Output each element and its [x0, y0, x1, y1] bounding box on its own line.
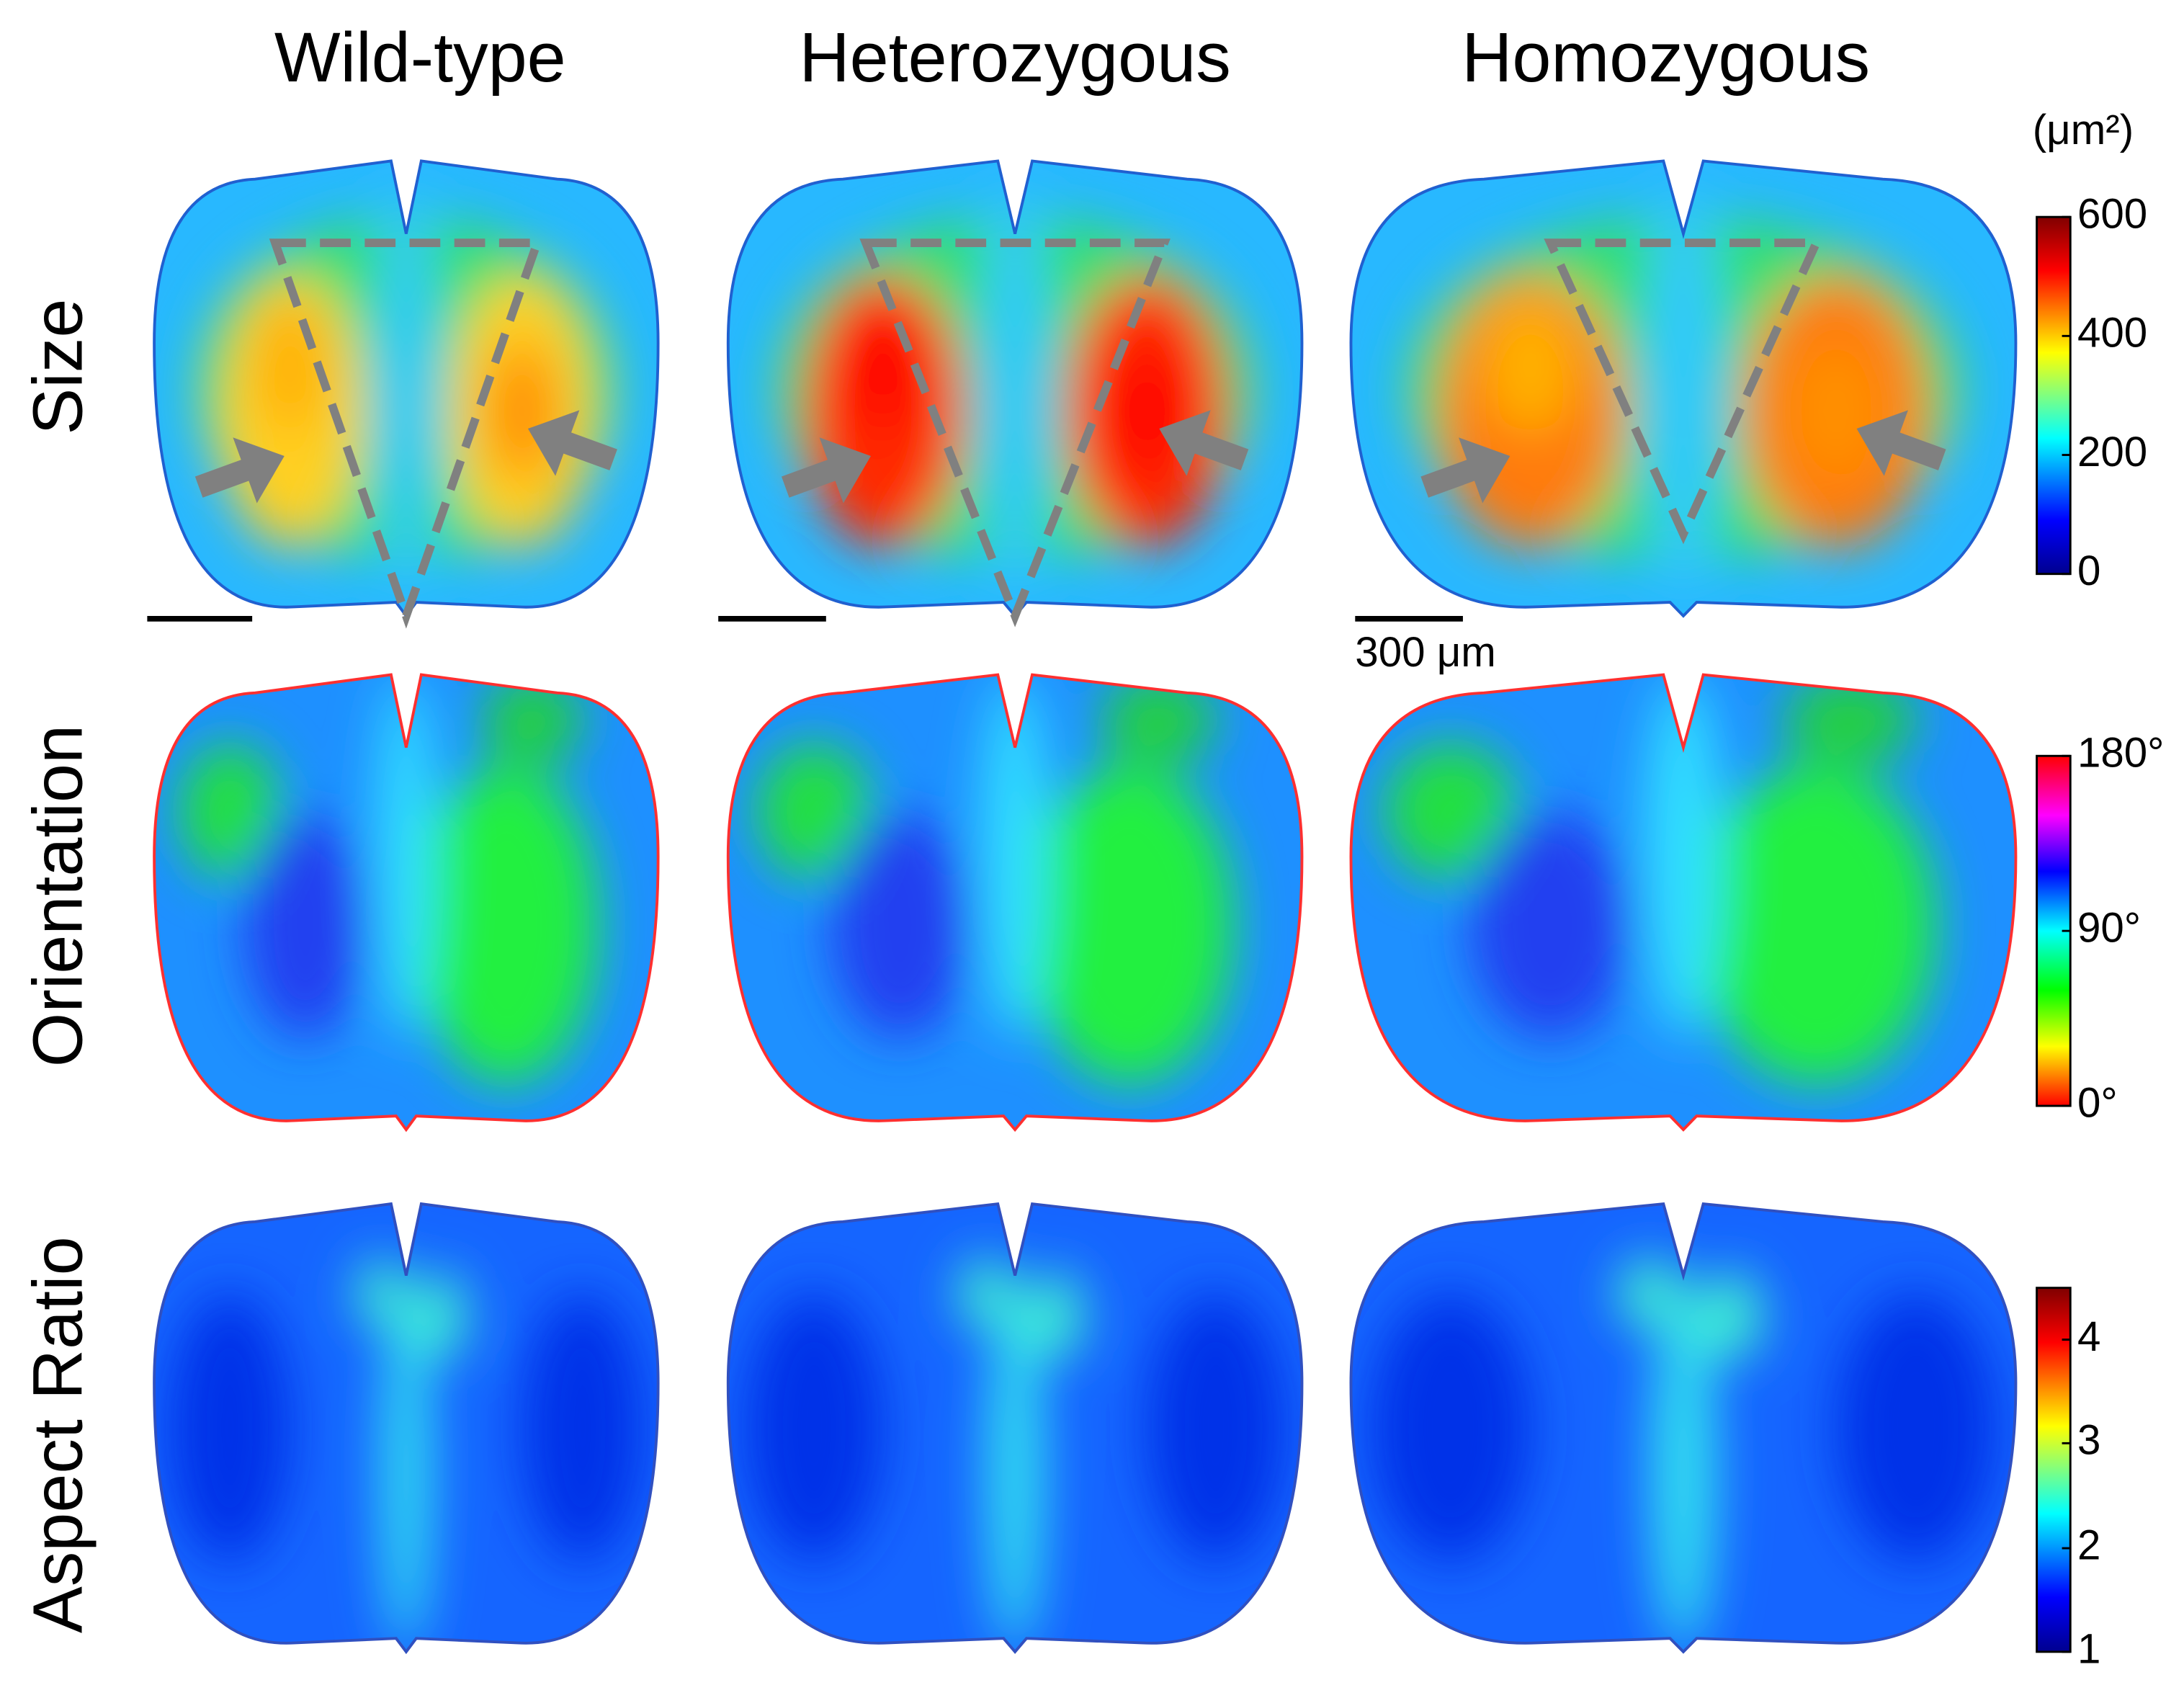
blob — [980, 184, 1050, 594]
colorbar-tick-label: 180° — [2077, 730, 2165, 777]
blob — [355, 1257, 406, 1330]
blob — [1371, 1293, 1531, 1563]
colorbar-tick-label: 400 — [2077, 310, 2147, 357]
heatmap-panel — [728, 1204, 1302, 1652]
blobs — [756, 674, 1233, 1084]
row-label: Size — [18, 299, 97, 435]
heatmap-panel — [728, 161, 1302, 616]
column-header: Heterozygous — [799, 18, 1230, 97]
dashed-triangle — [859, 238, 1171, 627]
blob — [1106, 343, 1188, 480]
blobs — [1371, 1257, 1996, 1652]
dashed-triangle — [1544, 238, 1823, 545]
column-header: Homozygous — [1462, 18, 1870, 97]
panel-outline — [1349, 159, 2018, 618]
colorbar-tick-label: 2 — [2077, 1522, 2100, 1568]
blob — [169, 1293, 290, 1563]
blob — [179, 743, 280, 880]
panel-outline — [726, 1202, 1304, 1654]
heatmap-panel — [1351, 1204, 2016, 1652]
heatmap-panel — [1351, 161, 2016, 616]
arrow — [527, 410, 617, 476]
column-header: Wild-type — [274, 18, 566, 97]
colorbar-tick-label: 4 — [2077, 1313, 2100, 1360]
blob — [980, 674, 1050, 1039]
panel-outline — [153, 673, 660, 1132]
blob — [1696, 1271, 1763, 1361]
colorbar — [2036, 215, 2072, 576]
colorbar-tick-label: 0 — [2077, 548, 2100, 594]
blob — [1147, 1293, 1285, 1563]
panel-outline — [153, 159, 660, 619]
blob — [1026, 1271, 1084, 1361]
panel-outline — [153, 1202, 660, 1655]
blob — [1470, 811, 1631, 1039]
blob — [756, 743, 872, 880]
blobs — [1404, 184, 1963, 594]
blob — [416, 1271, 467, 1361]
row-label: Orientation — [18, 725, 97, 1067]
blobs — [1384, 674, 1936, 1084]
arrow — [1856, 410, 1946, 476]
blob — [957, 1257, 1016, 1330]
row-label: Aspect Ratio — [18, 1236, 97, 1633]
blob — [1484, 297, 1577, 434]
blob — [1789, 343, 1883, 480]
colorbar-unit: (μm²) — [2033, 107, 2134, 153]
blob — [1696, 765, 1936, 1084]
dashed-triangle — [269, 238, 543, 629]
heatmap-panel — [154, 674, 658, 1130]
colorbar-tick-label: 600 — [2077, 191, 2147, 238]
panel-outline — [1349, 1202, 2018, 1654]
blob — [1384, 743, 1518, 880]
colorbar-tick-label: 1 — [2077, 1625, 2100, 1672]
blob — [1783, 674, 1917, 766]
blob — [245, 811, 366, 1039]
blob — [375, 674, 437, 1039]
colorbar-tick-label: 3 — [2077, 1417, 2100, 1464]
blob — [481, 674, 583, 766]
colorbar-tick-label: 0° — [2077, 1079, 2118, 1126]
blobs — [745, 1257, 1285, 1652]
blob — [1650, 1293, 1717, 1652]
arrow — [194, 437, 285, 504]
blob — [416, 765, 598, 1084]
blob — [1836, 1293, 1996, 1563]
blob — [1026, 765, 1233, 1084]
blob — [522, 1293, 643, 1563]
blob — [745, 1293, 883, 1563]
colorbar — [2036, 1287, 2072, 1653]
colorbar-tick-label: 200 — [2077, 429, 2147, 475]
blob — [375, 184, 437, 594]
blobs — [774, 184, 1256, 594]
panel-outline — [1349, 673, 2018, 1132]
arrow — [1420, 437, 1511, 504]
blobs — [169, 1257, 643, 1652]
colorbar-tick-label: 90° — [2077, 905, 2141, 952]
blob — [1101, 674, 1216, 766]
blob — [831, 811, 970, 1039]
arrow — [1159, 410, 1249, 476]
blob — [380, 1293, 431, 1652]
arrow — [781, 437, 871, 504]
heatmap-panel — [1351, 674, 2016, 1130]
blob — [1643, 674, 1724, 1039]
blob — [1616, 1257, 1683, 1330]
heatmap-panel — [154, 1204, 658, 1652]
blob — [986, 1293, 1044, 1652]
heatmap-panel — [728, 674, 1302, 1130]
panel-outline — [726, 673, 1304, 1132]
panel-outline — [726, 159, 1304, 618]
blobs — [179, 674, 598, 1084]
scale-bar-label: 300 μm — [1355, 629, 1496, 676]
